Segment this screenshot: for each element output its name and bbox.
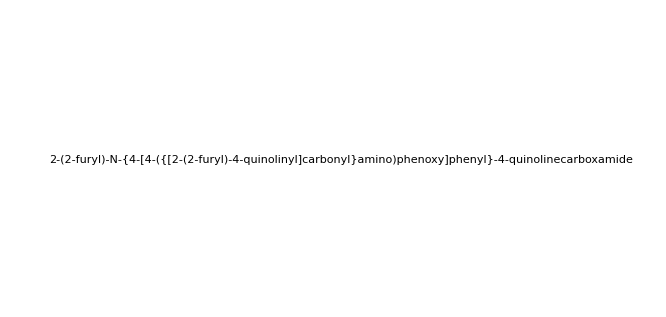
- Text: 2-(2-furyl)-N-{4-[4-({[2-(2-furyl)-4-quinolinyl]carbonyl}amino)phenoxy]phenyl}-4: 2-(2-furyl)-N-{4-[4-({[2-(2-furyl)-4-qui…: [49, 155, 633, 165]
